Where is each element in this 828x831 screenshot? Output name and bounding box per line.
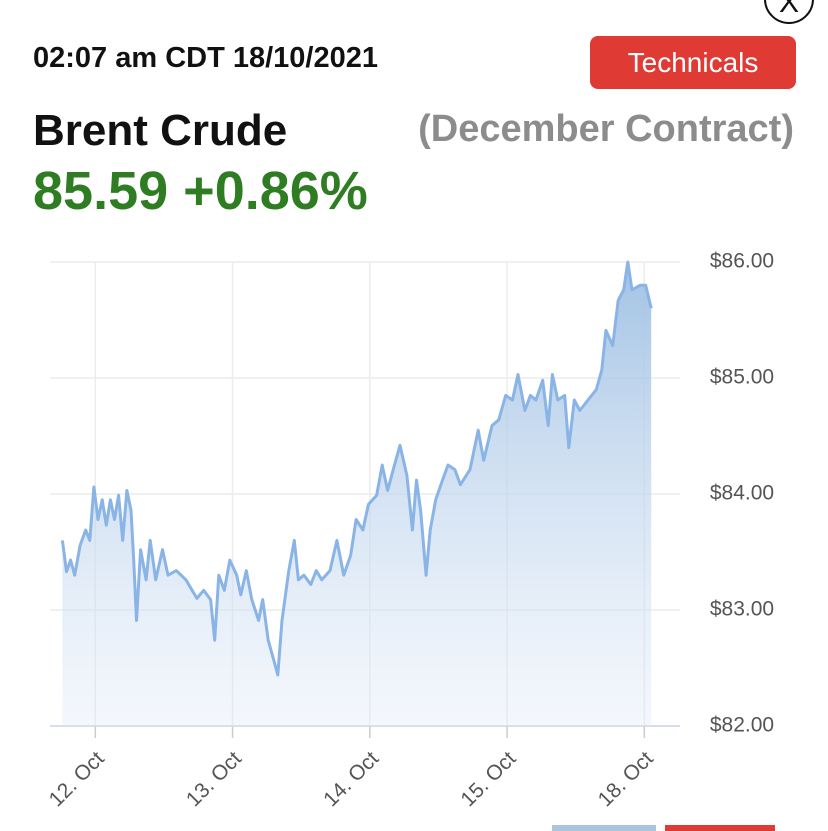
y-tick-label: $85.00: [710, 366, 774, 389]
contract: (December Contract): [418, 108, 794, 150]
tab-indicator: [552, 825, 656, 831]
tab-indicator: [665, 825, 775, 831]
change: +0.86%: [183, 161, 368, 221]
price: 85.59: [33, 161, 169, 221]
technicals-button[interactable]: Technicals: [590, 36, 796, 89]
x-tick-label: 12. Oct: [45, 747, 109, 811]
x-tick-label: 15. Oct: [456, 747, 520, 811]
line: [60, 260, 653, 677]
x-tick-label: 13. Oct: [182, 747, 246, 811]
area: [62, 262, 652, 726]
y-tick-label: $84.00: [710, 482, 774, 505]
instrument-name: Brent Crude: [33, 106, 288, 155]
y-tick-label: $82.00: [710, 714, 774, 737]
y-tick-label: $83.00: [710, 598, 774, 621]
y-tick-label: $86.00: [710, 250, 774, 273]
x-tick-label: 18. Oct: [594, 747, 658, 811]
quote: 85.59 +0.86%: [33, 160, 368, 222]
timestamp: 02:07 am CDT 18/10/2021: [33, 42, 378, 74]
x-tick-label: 14. Oct: [319, 747, 383, 811]
